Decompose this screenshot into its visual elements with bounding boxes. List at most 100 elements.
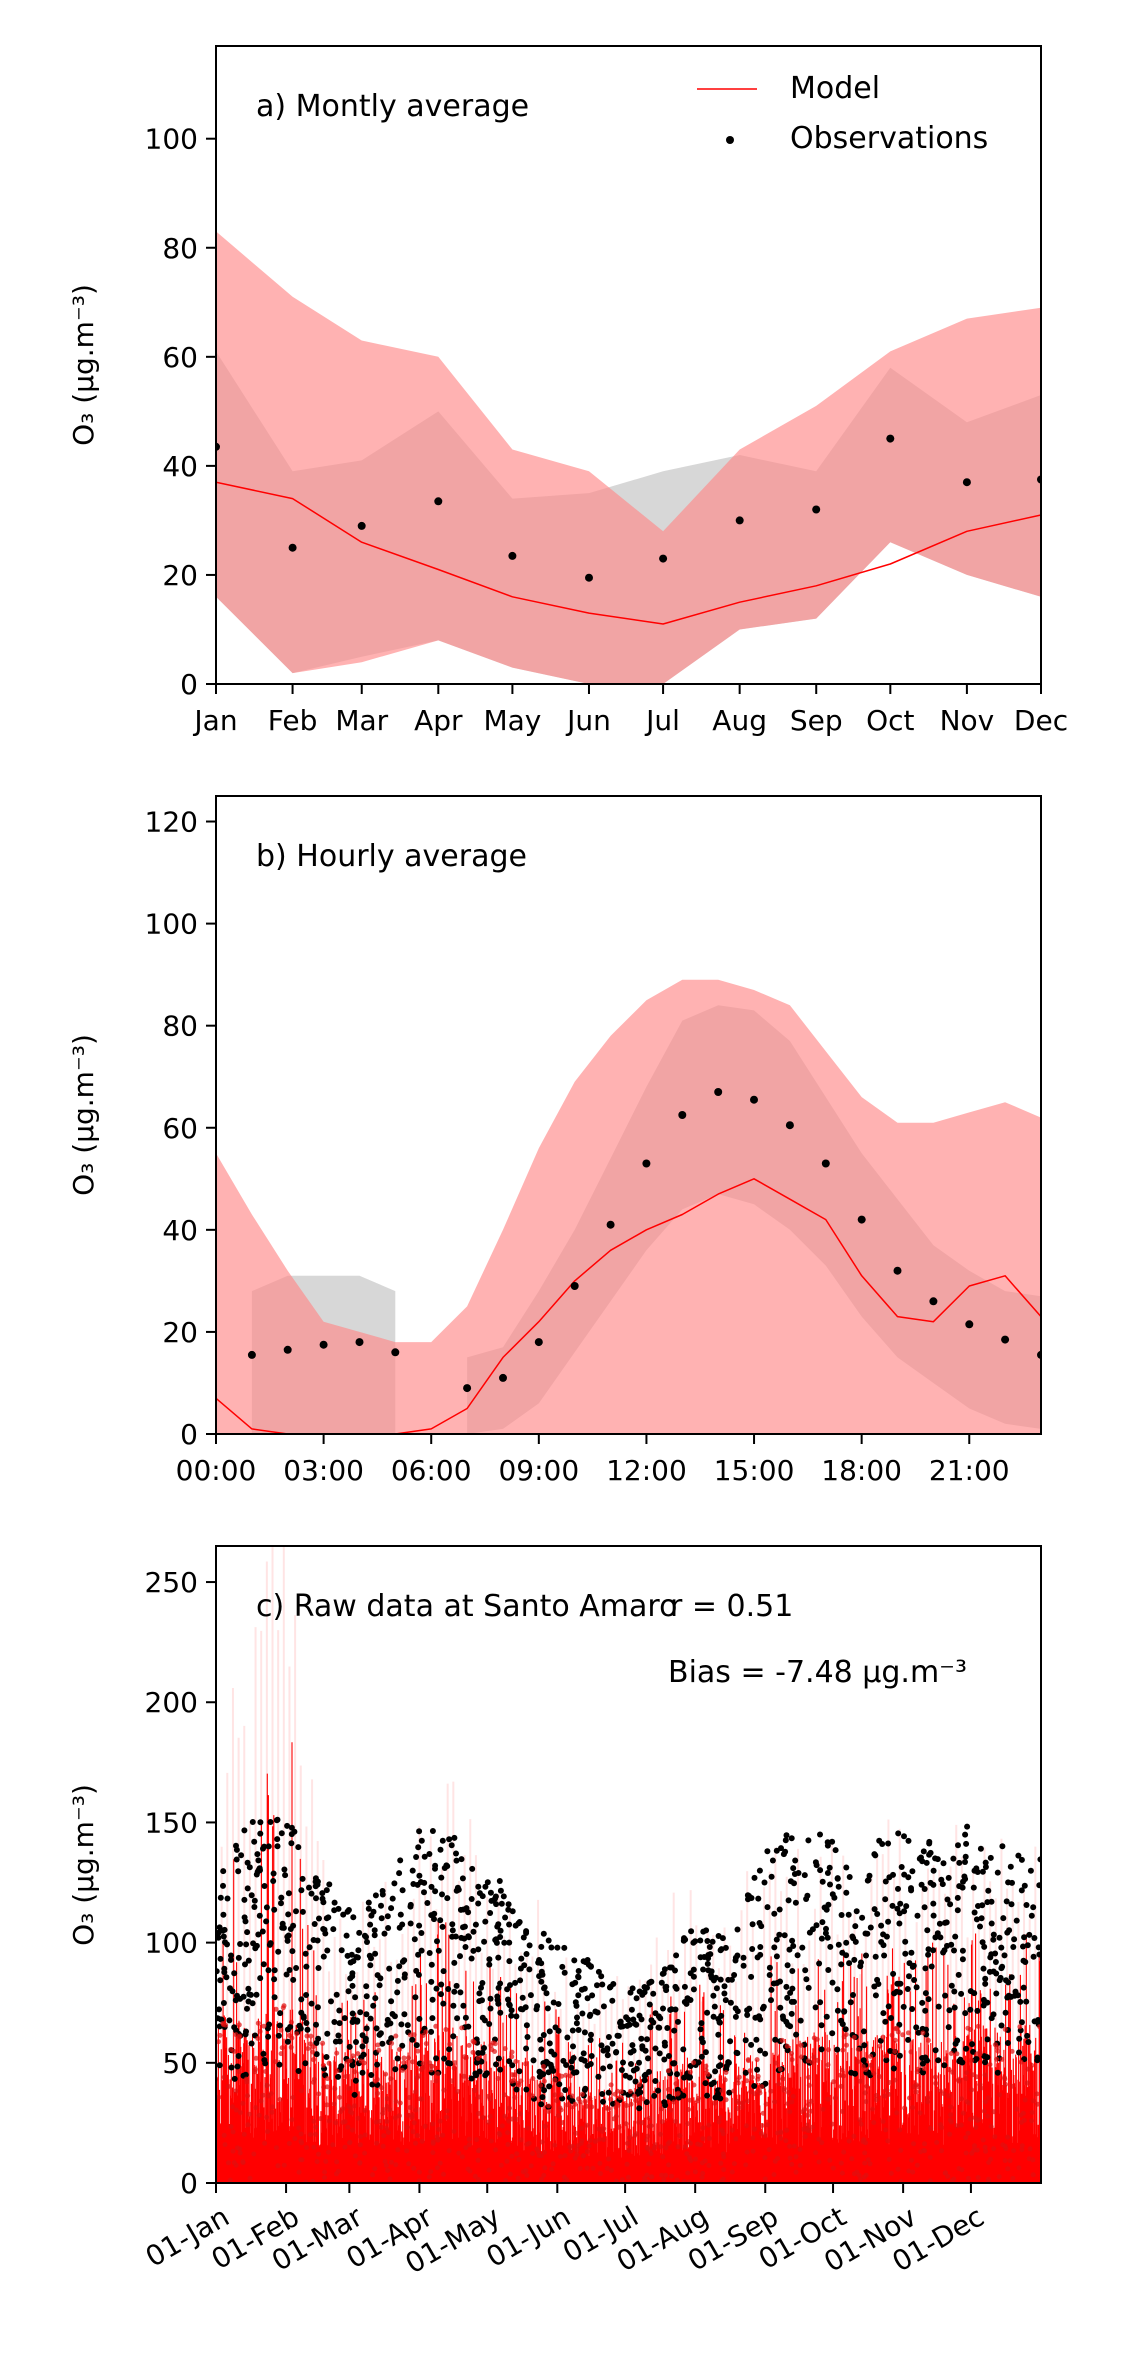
- model-raw-point: [773, 2060, 779, 2066]
- x-tick-label: Apr: [414, 704, 463, 737]
- observation-point: [838, 2017, 845, 2024]
- model-raw-point: [786, 2090, 792, 2095]
- observation-point: [821, 1159, 830, 1168]
- model-raw-point: [563, 2072, 569, 2078]
- observation-point: [971, 1909, 978, 1916]
- observation-point: [460, 1924, 466, 1931]
- observation-point: [843, 1889, 850, 1896]
- model-raw-point: [982, 2099, 988, 2105]
- observation-point: [452, 1933, 459, 1940]
- observation-point: [493, 2061, 499, 2068]
- model-raw-point: [1002, 2026, 1008, 2032]
- observation-point: [530, 2057, 537, 2064]
- observation-point: [896, 2052, 903, 2059]
- observation-point: [932, 2047, 939, 2054]
- model-raw-point: [320, 2062, 326, 2068]
- model-raw-point: [892, 2077, 898, 2083]
- observation-point: [512, 1922, 519, 1929]
- observation-point: [533, 2006, 540, 2013]
- observation-point: [320, 1899, 327, 1906]
- model-raw-point: [687, 2156, 693, 2162]
- model-raw-point: [665, 2087, 671, 2092]
- observation-point: [990, 1931, 997, 1938]
- observation-point: [568, 2064, 575, 2071]
- observation-point: [688, 1928, 695, 1935]
- model-raw-point: [476, 2111, 481, 2116]
- model-raw-point: [644, 2172, 650, 2178]
- model-raw-point: [729, 2127, 735, 2133]
- observation-point: [813, 1862, 820, 1869]
- model-raw-point: [340, 2119, 346, 2125]
- observation-point: [859, 1914, 866, 1921]
- observation-point: [660, 1970, 667, 1977]
- panel-b-ylabel: O₃ (μg.m⁻³): [67, 1034, 100, 1196]
- model-raw-point: [886, 2091, 892, 2097]
- model-raw-point: [626, 2148, 632, 2153]
- model-raw-point: [1018, 2059, 1024, 2065]
- model-raw-point: [768, 2088, 774, 2094]
- model-raw-point: [584, 2103, 589, 2109]
- model-raw-point: [839, 2067, 845, 2073]
- observation-point: [829, 2030, 836, 2037]
- observation-point: [776, 1931, 783, 1938]
- observation-point: [526, 1966, 533, 1973]
- observation-point: [561, 1944, 568, 1951]
- y-tick-label: 80: [162, 232, 198, 265]
- model-raw-point: [422, 2123, 428, 2129]
- model-raw-point: [316, 2091, 322, 2097]
- model-raw-point: [779, 2037, 785, 2043]
- observation-point: [335, 2032, 342, 2039]
- observation-point: [499, 1373, 507, 1382]
- observation-point: [945, 1874, 952, 1881]
- model-raw-point: [746, 2058, 751, 2064]
- observation-point: [1018, 2019, 1025, 2026]
- model-raw-point: [430, 2121, 436, 2127]
- observation-point: [552, 2024, 559, 2031]
- model-raw-point: [719, 2088, 725, 2094]
- observation-point: [880, 2010, 887, 2017]
- observation-point: [1015, 1992, 1021, 1999]
- observation-point: [777, 1978, 783, 1985]
- model-raw-point: [245, 2093, 251, 2099]
- observation-point: [363, 2025, 370, 2032]
- model-raw-point: [617, 2095, 623, 2101]
- model-raw-point: [977, 2082, 983, 2088]
- observation-point: [295, 1844, 302, 1851]
- observation-point: [497, 1980, 504, 1987]
- observation-point: [360, 2051, 367, 2058]
- model-raw-point: [357, 2160, 363, 2166]
- observation-point: [362, 2038, 369, 2044]
- observation-point: [311, 1921, 318, 1927]
- observation-point: [748, 2041, 755, 2048]
- observation-point: [823, 1925, 829, 1932]
- observation-point: [1023, 1902, 1030, 1908]
- model-raw-point: [437, 2118, 443, 2124]
- observation-point: [394, 1977, 401, 1984]
- observation-point: [1031, 2018, 1038, 2025]
- panel-b-label: b) Hourly average: [256, 839, 527, 874]
- observation-point: [872, 1852, 879, 1859]
- model-raw-point: [734, 2106, 740, 2111]
- observation-point: [508, 2012, 515, 2019]
- model-raw-point: [871, 2120, 877, 2125]
- model-raw-point: [311, 2118, 317, 2124]
- observation-point: [890, 2065, 897, 2072]
- observation-point: [353, 1954, 360, 1960]
- model-raw-point: [516, 2157, 522, 2162]
- model-raw-point: [985, 2113, 991, 2119]
- model-raw-point: [759, 2123, 765, 2128]
- observation-point: [604, 2045, 611, 2052]
- model-raw-point: [658, 2106, 664, 2112]
- panel-b-plot: [216, 979, 1041, 1434]
- observation-point: [967, 2006, 974, 2013]
- observation-point: [267, 1819, 274, 1825]
- observation-point: [281, 1866, 288, 1873]
- model-raw-point: [969, 2150, 975, 2156]
- observation-point: [266, 2021, 273, 2028]
- observation-point: [826, 1864, 833, 1871]
- observation-point: [588, 2031, 594, 2038]
- observation-point: [470, 1928, 477, 1935]
- model-raw-point: [233, 2032, 239, 2038]
- observation-point: [223, 1974, 230, 1981]
